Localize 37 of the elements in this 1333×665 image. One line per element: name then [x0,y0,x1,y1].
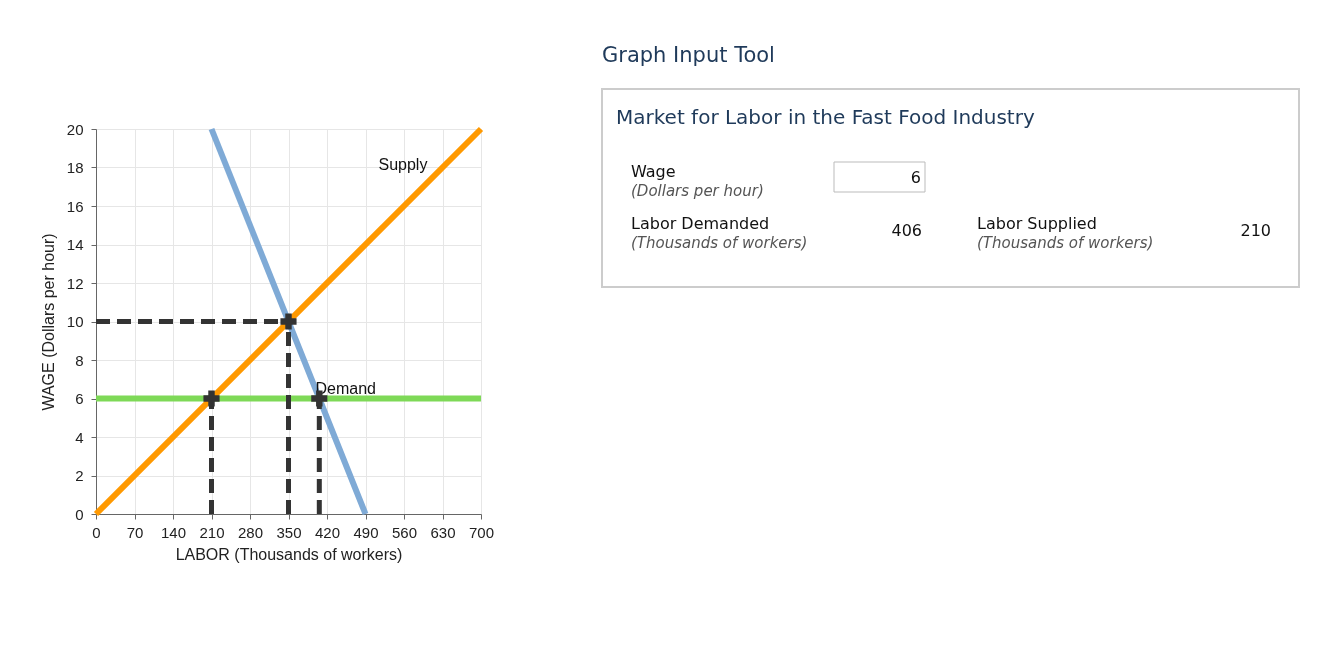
text: Labor Supplied [977,214,1097,233]
text: Market for Labor in the Fast Food Industry [616,105,1035,129]
x-axis-title: LABOR (Thousands of workers) [175,545,403,563]
x-tick-label: 420 [314,523,341,541]
y-tick-label: 2 [75,467,84,484]
x-tick-label: 140 [160,523,187,541]
y-tick-label: 16 [66,197,84,215]
y-tick-label: 0 [75,505,84,523]
y-tick-label: 10 [66,313,84,330]
text: Graph Input Tool [602,43,775,67]
y-tick-label: 18 [66,159,84,176]
x-tick-label: 560 [391,523,418,541]
x-tick-label: 630 [430,523,456,541]
y-tick-label: 4 [75,428,84,446]
text: Labor Demanded [631,214,770,233]
x-tick-label: 210 [199,523,225,541]
y-tick-label: 12 [66,274,84,292]
x-tick-label: 280 [237,523,264,541]
text: (Thousands of workers) [977,234,1154,252]
x-tick-label: 350 [276,523,302,541]
x-tick-label: 700 [468,523,495,541]
series-label: Supply [378,156,428,174]
y-tick-label: 6 [75,390,84,407]
y-tick-label: 20 [66,120,84,138]
y-tick-label: 14 [66,236,84,253]
text: (Dollars per hour) [631,182,764,200]
x-tick-label: 0 [92,523,101,541]
series-label: Demand [315,379,376,397]
text: Wage [631,162,676,181]
text: 406 [891,221,922,240]
text: 6 [910,168,921,187]
text: (Thousands of workers) [631,234,808,252]
y-axis-title: WAGE (Dollars per hour) [39,233,57,411]
y-tick-label: 8 [75,351,84,369]
x-tick-label: 490 [353,523,379,541]
text: 210 [1240,221,1271,240]
x-tick-label: 70 [126,523,144,541]
